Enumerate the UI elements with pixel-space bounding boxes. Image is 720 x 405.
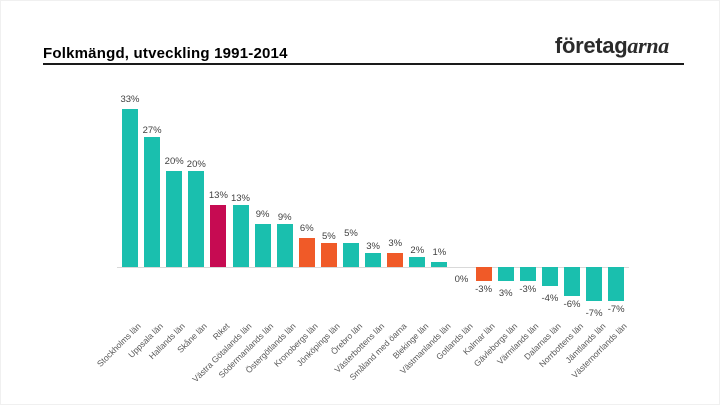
value-label-orebro-lan: 5%: [344, 228, 358, 239]
value-label-riket: 13%: [208, 189, 228, 201]
value-label-sodermanlands-lan: 9%: [255, 208, 270, 220]
page-title: Folkmängd, utveckling 1991-2014: [43, 45, 288, 62]
title-underline: [43, 63, 684, 65]
bar-vastra-gotalands-lan: [232, 204, 249, 267]
bar-stockholms-lan: [122, 108, 138, 267]
value-label-ostergotlands-lan: 9%: [277, 211, 292, 223]
bar-kalmar-lan: [475, 267, 492, 282]
value-label-jonkopings-lan: 5%: [322, 231, 336, 242]
bar-vasternorrlands-lan: [608, 267, 625, 301]
bar-sodermanlands-lan: [254, 223, 271, 267]
bar-vastmanlands-lan: [431, 262, 448, 267]
value-label-vasternorrlands-lan: -7%: [607, 303, 625, 315]
value-label-vastra-gotalands-lan: 13%: [230, 192, 250, 204]
foretagarna-logo: företagarna: [555, 33, 669, 59]
bar-blekinge-lan: [409, 257, 426, 267]
value-label-kalmar-lan: -3%: [475, 284, 493, 296]
bar-jonkopings-lan: [320, 243, 337, 267]
value-label-gotlands-lan: 0%: [454, 274, 469, 285]
logo-text-bold: företag: [554, 33, 628, 58]
value-label-skane-lan: 20%: [186, 159, 206, 170]
logo-text-italic: arna: [627, 33, 669, 58]
value-label-hallands-lan: 20%: [164, 156, 184, 167]
value-label-vastmanlands-lan: 1%: [432, 247, 447, 259]
value-label-uppsala-lan: 27%: [142, 125, 162, 137]
value-label-smaland-med-oarna: 3%: [388, 237, 403, 249]
value-label-vasterbottens-lan: 3%: [366, 240, 380, 252]
bar-smaland-med-oarna: [387, 252, 404, 267]
value-label-varmlands-lan: -3%: [519, 284, 537, 296]
bar-riket: [210, 204, 227, 267]
value-label-gavleborgs-lan: 3%: [498, 288, 513, 300]
bar-vasterbottens-lan: [365, 252, 382, 267]
bar-orebro-lan: [343, 243, 359, 267]
value-label-stockholms-lan: 33%: [120, 93, 140, 105]
bar-dalarnas-lan: [541, 267, 558, 287]
bar-gavleborgs-lan: [497, 267, 514, 282]
bar-jamtlands-lan: [586, 267, 603, 301]
x-axis-line: [117, 267, 629, 268]
bar-varmlands-lan: [519, 267, 536, 282]
bar-uppsala-lan: [144, 137, 161, 267]
bar-hallands-lan: [166, 171, 183, 267]
value-label-blekinge-lan: 2%: [410, 245, 425, 257]
value-label-kronobergs-lan: 6%: [299, 223, 314, 235]
bar-skane-lan: [188, 171, 205, 267]
bar-ostergotlands-lan: [276, 223, 293, 267]
value-label-jamtlands-lan: -7%: [585, 307, 603, 319]
bar-kronobergs-lan: [298, 238, 315, 267]
bar-norrbottens-lan: [564, 267, 580, 296]
value-label-norrbottens-lan: -6%: [563, 298, 581, 310]
value-label-dalarnas-lan: -4%: [541, 293, 559, 305]
